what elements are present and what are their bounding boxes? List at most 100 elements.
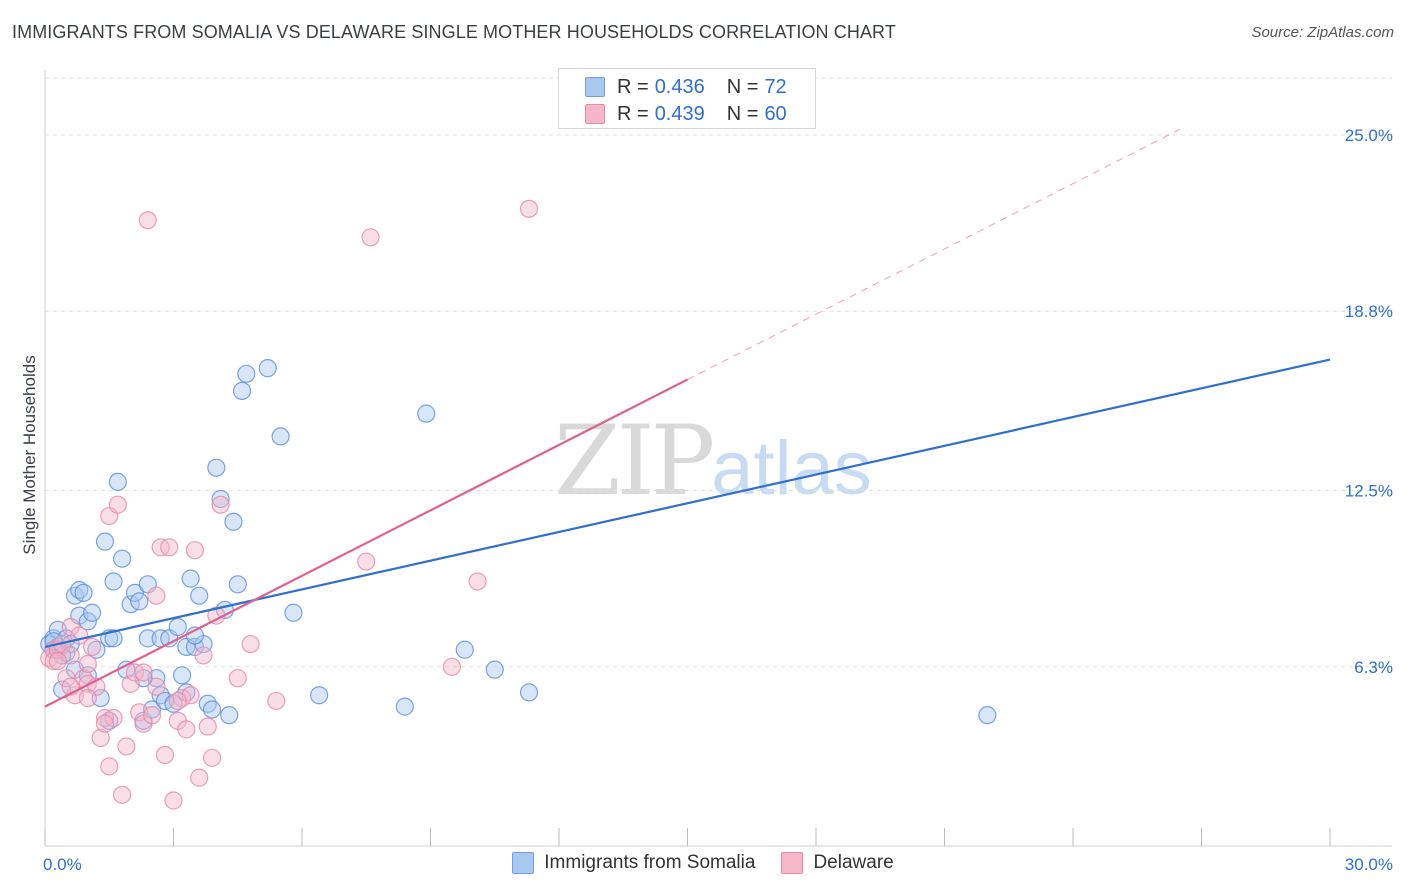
n-value: 72 xyxy=(764,75,787,98)
n-label: N = xyxy=(726,102,759,125)
point-somalia xyxy=(74,583,93,602)
point-delaware xyxy=(519,199,539,218)
point-delaware xyxy=(138,211,157,230)
point-delaware xyxy=(95,714,115,733)
point-somalia xyxy=(395,697,414,716)
trend-line-somalia xyxy=(44,358,1331,648)
point-delaware xyxy=(48,652,67,671)
point-delaware xyxy=(91,728,110,748)
r-value: 0.439 xyxy=(654,102,705,125)
point-somalia xyxy=(125,583,145,602)
point-delaware xyxy=(168,691,187,711)
point-delaware xyxy=(361,228,380,247)
watermark-zip: ZIP xyxy=(554,405,715,517)
point-delaware xyxy=(194,646,213,665)
point-somalia xyxy=(138,629,157,648)
legend-label: Delaware xyxy=(813,852,894,873)
point-somalia xyxy=(202,700,222,719)
legend-label: Immigrants from Somalia xyxy=(544,852,756,873)
chart-title: IMMIGRANTS FROM SOMALIA VS DELAWARE SING… xyxy=(12,22,896,42)
point-delaware xyxy=(160,538,179,557)
source-label: Source: ZipAtlas.com xyxy=(1251,24,1394,41)
legend-item-delaware[interactable]: Delaware xyxy=(781,852,894,874)
point-delaware xyxy=(357,552,376,571)
point-delaware xyxy=(211,495,230,514)
point-delaware xyxy=(202,748,222,767)
y-tick-label: 25.0% xyxy=(1345,126,1393,145)
stats-row-somalia: R = 0.436 N = 72 xyxy=(585,75,787,99)
point-somalia xyxy=(271,427,290,446)
n-label: N = xyxy=(726,75,759,98)
point-somalia xyxy=(108,472,127,492)
somalia-swatch xyxy=(585,77,605,97)
point-somalia xyxy=(104,629,123,648)
point-somalia xyxy=(172,666,192,685)
point-delaware xyxy=(83,637,102,656)
point-somalia xyxy=(519,683,539,702)
point-delaware xyxy=(177,720,196,739)
point-delaware xyxy=(164,791,183,810)
point-delaware xyxy=(100,757,119,776)
point-somalia xyxy=(237,364,256,383)
point-somalia xyxy=(220,706,239,725)
point-somalia xyxy=(228,575,247,594)
y-tick-label: 12.5% xyxy=(1345,481,1393,500)
point-somalia xyxy=(83,603,102,622)
point-delaware xyxy=(121,674,140,693)
point-delaware xyxy=(78,654,97,674)
point-delaware xyxy=(228,669,247,688)
trend-line-delaware xyxy=(687,128,1181,380)
point-somalia xyxy=(130,592,149,611)
point-somalia xyxy=(417,404,436,423)
point-somalia xyxy=(232,381,252,400)
point-somalia xyxy=(112,549,132,568)
delaware-swatch xyxy=(781,852,804,874)
point-delaware xyxy=(241,634,260,654)
point-somalia xyxy=(95,532,115,551)
y-tick-label: 18.8% xyxy=(1345,302,1393,321)
tick-labels: 6.3% 12.5% 18.8% 25.0% 0.0% 30.0% xyxy=(43,126,1393,874)
point-delaware xyxy=(44,652,63,671)
point-somalia xyxy=(284,603,303,622)
x-tick-label: 0.0% xyxy=(43,855,82,874)
point-delaware xyxy=(134,663,153,682)
point-delaware xyxy=(155,745,175,765)
somalia-swatch xyxy=(512,852,535,874)
point-delaware xyxy=(78,688,97,708)
y-tick-label: 6.3% xyxy=(1354,658,1393,677)
stats-legend: R = 0.436 N = 72 R = 0.439 N = 60 xyxy=(558,68,816,129)
r-label: R = xyxy=(617,102,649,125)
point-delaware xyxy=(117,737,136,756)
point-somalia xyxy=(485,660,504,679)
point-somalia xyxy=(455,640,474,659)
trend-lines xyxy=(44,128,1331,708)
legend-item-somalia[interactable]: Immigrants from Somalia xyxy=(512,852,755,874)
point-somalia xyxy=(258,359,277,378)
point-delaware xyxy=(185,541,205,560)
point-delaware xyxy=(198,717,217,736)
point-delaware xyxy=(142,706,162,725)
trend-line-delaware xyxy=(44,378,688,708)
point-somalia xyxy=(978,706,997,725)
point-somalia xyxy=(104,572,123,591)
point-somalia xyxy=(91,688,110,708)
point-delaware xyxy=(190,768,209,787)
point-somalia xyxy=(190,586,209,605)
r-value: 0.436 xyxy=(654,75,705,98)
r-label: R = xyxy=(617,75,649,98)
data-points xyxy=(40,199,997,810)
point-delaware xyxy=(468,572,487,591)
point-delaware xyxy=(112,785,132,804)
series-legend: Immigrants from Somalia Delaware xyxy=(0,852,1406,874)
stats-row-delaware: R = 0.439 N = 60 xyxy=(585,102,787,126)
point-delaware xyxy=(267,691,286,711)
point-somalia xyxy=(207,458,226,477)
point-somalia xyxy=(310,686,329,705)
point-delaware xyxy=(147,586,166,605)
point-somalia xyxy=(224,512,243,531)
point-delaware xyxy=(442,657,462,676)
point-somalia xyxy=(168,617,187,637)
n-value: 60 xyxy=(764,102,787,125)
delaware-swatch xyxy=(585,104,605,124)
